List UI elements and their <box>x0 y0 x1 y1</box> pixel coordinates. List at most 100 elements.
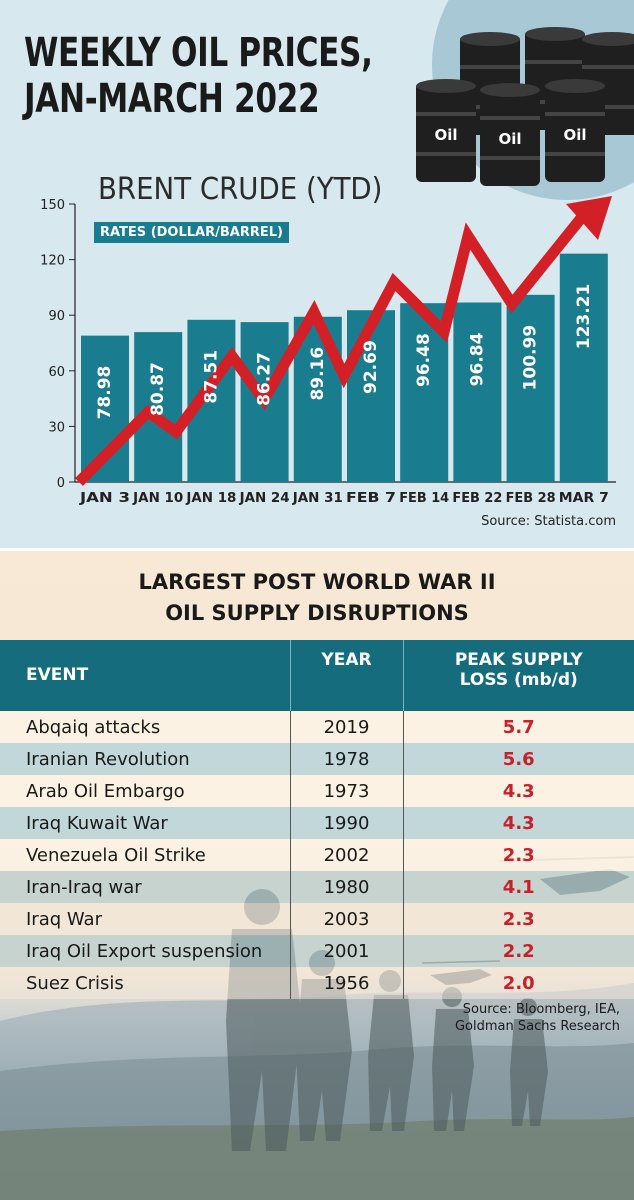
disruptions-section: LARGEST POST WORLD WAR II OIL SUPPLY DIS… <box>0 551 634 1200</box>
barrel-label: Oil <box>498 130 521 148</box>
year-cell: 1980 <box>289 871 403 903</box>
event-cell: Iraq Oil Export suspension <box>0 935 290 967</box>
bar <box>347 310 395 482</box>
bar-value-label: 80.87 <box>148 362 168 416</box>
header-loss-line-1: PEAK SUPPLY <box>454 650 583 670</box>
x-category-label: JAN 18 <box>185 491 236 506</box>
y-tick-label: 0 <box>57 476 65 491</box>
table-row: Iran-Iraq war 1980 4.1 <box>0 871 634 903</box>
bar-value-label: 86.27 <box>255 352 275 406</box>
trend-arrow <box>75 208 591 486</box>
table-row: Iraq Kuwait War 1990 4.3 <box>0 807 634 839</box>
x-category-label: FEB 28 <box>506 491 556 506</box>
bar <box>506 294 555 482</box>
bar-value-label: 100.99 <box>521 325 541 391</box>
table-title-line-2: OIL SUPPLY DISRUPTIONS <box>165 601 469 625</box>
header-loss: PEAK SUPPLY LOSS (mb/d) <box>402 640 634 711</box>
unit-badge: RATES (DOLLAR/BARREL) <box>94 222 289 243</box>
oil-barrels-illustration: Oil Oil Oil <box>416 27 634 186</box>
table-row: Venezuela Oil Strike 2002 2.3 <box>0 839 634 871</box>
table-title: LARGEST POST WORLD WAR II OIL SUPPLY DIS… <box>0 567 634 629</box>
bar-value-label: 123.21 <box>574 284 594 350</box>
y-tick-label: 60 <box>48 365 65 380</box>
section-divider <box>0 548 634 551</box>
bar-value-label: 87.51 <box>201 350 221 404</box>
event-cell: Abqaiq attacks <box>0 711 290 743</box>
x-category-label: MAR 7 <box>559 491 609 506</box>
table-body: Abqaiq attacks 2019 5.7 Iranian Revolution 1… <box>0 711 634 999</box>
oil-barrel-icon: Oil <box>545 79 605 182</box>
table-title-line-1: LARGEST POST WORLD WAR II <box>138 570 496 594</box>
oil-barrel-icon: Oil <box>480 83 540 186</box>
loss-cell: 4.3 <box>402 775 634 807</box>
year-cell: 1973 <box>289 775 403 807</box>
table-row: Iraq War 2003 2.3 <box>0 903 634 935</box>
bar <box>453 302 502 482</box>
x-category-label: FEB 22 <box>452 491 502 506</box>
year-cell: 1978 <box>289 743 403 775</box>
page-title: WEEKLY OIL PRICES, JAN-MARCH 2022 <box>24 30 373 122</box>
year-cell: 2001 <box>289 935 403 967</box>
loss-cell: 2.2 <box>402 935 634 967</box>
soldiers-landscape-illustration <box>0 856 634 1200</box>
bar-value-label: 89.16 <box>308 347 328 401</box>
bar-chart: 78.98 80.87 87.51 86.27 89.16 92.69 96.48 96.84… <box>40 196 616 506</box>
header-event: EVENT <box>0 640 290 711</box>
event-cell: Iraq War <box>0 903 290 935</box>
table-row: Iraq Oil Export suspension 2001 2.2 <box>0 935 634 967</box>
title-line-1: WEEKLY OIL PRICES, <box>24 30 373 76</box>
table-source-line-1: Source: Bloomberg, IEA, <box>462 1002 620 1017</box>
disruptions-table: EVENT YEAR PEAK SUPPLY LOSS (mb/d) Abqai… <box>0 640 634 999</box>
y-tick-label: 90 <box>48 309 65 324</box>
loss-cell: 4.3 <box>402 807 634 839</box>
table-row: Iranian Revolution 1978 5.6 <box>0 743 634 775</box>
title-line-2: JAN-MARCH 2022 <box>24 76 320 122</box>
x-category-label: FEB 14 <box>399 491 449 506</box>
event-cell: Iran-Iraq war <box>0 871 290 903</box>
event-cell: Suez Crisis <box>0 967 290 999</box>
loss-cell: 2.0 <box>402 967 634 999</box>
table-row: Suez Crisis 1956 2.0 <box>0 967 634 999</box>
barrel-label: Oil <box>434 126 457 144</box>
year-cell: 1990 <box>289 807 403 839</box>
y-tick-label: 120 <box>40 254 65 269</box>
table-source: Source: Bloomberg, IEA, Goldman Sachs Re… <box>455 1001 620 1035</box>
event-cell: Venezuela Oil Strike <box>0 839 290 871</box>
header-loss-line-2: LOSS (mb/d) <box>459 670 578 690</box>
bar-value-label: 96.48 <box>414 333 434 387</box>
arrow-head-icon <box>566 196 612 240</box>
x-category-label: JAN 10 <box>132 491 183 506</box>
loss-cell: 5.7 <box>402 711 634 743</box>
table-row: Abqaiq attacks 2019 5.7 <box>0 711 634 743</box>
event-cell: Iraq Kuwait War <box>0 807 290 839</box>
loss-cell: 2.3 <box>402 903 634 935</box>
year-cell: 1956 <box>289 967 403 999</box>
table-row: Arab Oil Embargo 1973 4.3 <box>0 775 634 807</box>
chart-source: Source: Statista.com <box>481 514 616 529</box>
bar <box>559 253 608 482</box>
oil-barrel-icon: Oil <box>416 79 476 182</box>
x-category-label: JAN 31 <box>292 491 343 506</box>
bar <box>134 332 183 482</box>
header-year: YEAR <box>289 640 403 711</box>
event-cell: Iranian Revolution <box>0 743 290 775</box>
y-tick-label: 150 <box>40 198 65 213</box>
y-tick-label: 30 <box>48 420 65 435</box>
bar-value-label: 92.69 <box>361 340 381 394</box>
x-category-label: FEB 7 <box>346 491 396 506</box>
x-category-label: JAN 3 <box>79 491 130 506</box>
year-cell: 2002 <box>289 839 403 871</box>
loss-cell: 5.6 <box>402 743 634 775</box>
chart-title: BRENT CRUDE (YTD) <box>98 172 383 207</box>
event-cell: Arab Oil Embargo <box>0 775 290 807</box>
x-category-label: JAN 24 <box>239 491 290 506</box>
loss-cell: 2.3 <box>402 839 634 871</box>
loss-cell: 4.1 <box>402 871 634 903</box>
bar-value-label: 96.84 <box>467 332 487 386</box>
year-cell: 2019 <box>289 711 403 743</box>
price-chart-section: Oil Oil Oil WEEKLY OIL PRICES, JAN-MARCH 2… <box>0 0 634 548</box>
table-header-row: EVENT YEAR PEAK SUPPLY LOSS (mb/d) <box>0 640 634 711</box>
table-source-line-2: Goldman Sachs Research <box>454 1019 620 1034</box>
year-cell: 2003 <box>289 903 403 935</box>
barrel-label: Oil <box>563 126 586 144</box>
